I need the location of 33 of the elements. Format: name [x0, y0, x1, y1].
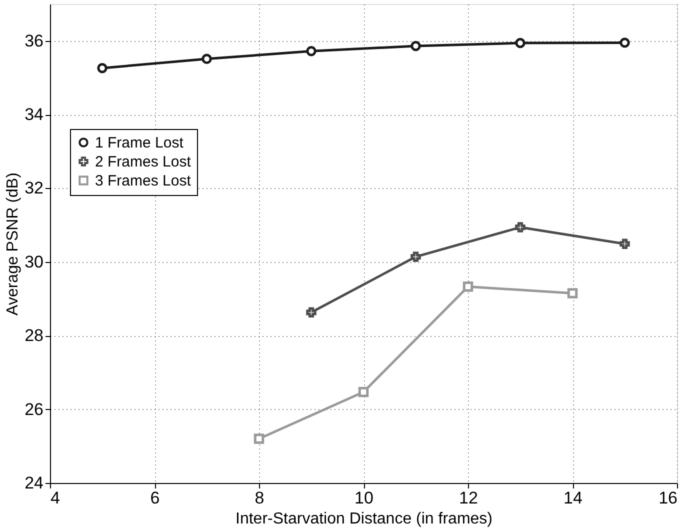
- point: [620, 238, 630, 249]
- y-tick-label: 24: [24, 474, 44, 492]
- point: [306, 307, 316, 318]
- point: [515, 222, 526, 232]
- x-axis-title: Inter-Starvation Distance (in frames): [236, 510, 492, 528]
- y-tick-label: 32: [24, 178, 44, 198]
- legend-label: 1 Frame Lost: [95, 134, 184, 152]
- point: [97, 62, 108, 74]
- x-tick-label: 12: [459, 488, 478, 508]
- point: [358, 386, 369, 398]
- point: [410, 40, 421, 52]
- x-tick-label: 8: [254, 488, 264, 508]
- point: [620, 38, 630, 48]
- point: [515, 38, 526, 48]
- x-tick-label: 16: [658, 488, 678, 508]
- legend-label: 2 Frames Lost: [95, 154, 192, 170]
- point: [202, 54, 212, 64]
- x-tick-label: 10: [354, 488, 374, 508]
- x-tick-label: 14: [564, 488, 582, 508]
- y-tick-label: 26: [24, 400, 44, 419]
- y-tick-label: 30: [24, 252, 44, 272]
- point: [410, 252, 421, 262]
- point: [254, 434, 264, 444]
- x-tick-label: 4: [50, 488, 60, 508]
- y-tick-label: 36: [24, 31, 44, 50]
- y-tick-label: 28: [24, 326, 44, 346]
- point: [462, 281, 474, 292]
- legend-label: 3 Frames Lost: [95, 172, 192, 190]
- x-tick-label: 6: [150, 488, 160, 508]
- y-tick-label: 34: [24, 105, 44, 124]
- point: [306, 46, 316, 56]
- y-axis-title: Average PSNR (dB): [4, 172, 22, 316]
- point: [567, 288, 578, 298]
